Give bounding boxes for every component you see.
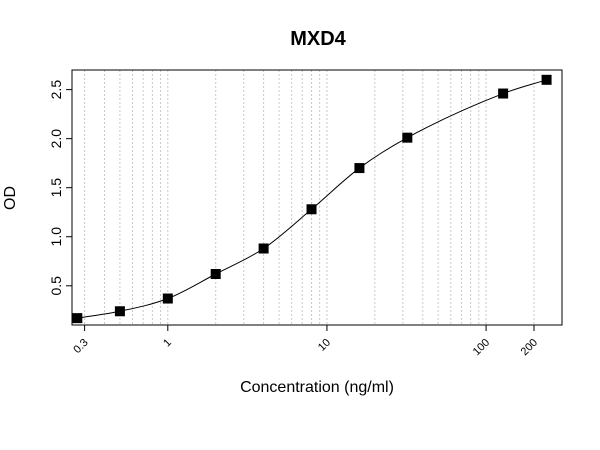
x-tick-label: 100 [471,337,492,358]
grid-lines [84,70,563,325]
x-tick-label: 200 [519,337,540,358]
x-tick-label: 10 [316,337,333,354]
y-tick-label: 2.0 [48,129,64,149]
x-tick-label: 0.3 [71,337,90,356]
y-tick-label: 1.0 [48,227,64,247]
data-point [306,204,317,215]
y-tick-label: 1.5 [48,178,64,198]
data-point [498,88,509,99]
y-axis: 0.5 1.0 1.5 2.0 2.5 [48,80,72,296]
chart-title: MXD4 [290,28,346,50]
data-point [258,243,269,254]
data-point [162,293,173,304]
fit-curve [77,79,547,319]
data-point [402,132,413,143]
data-point [114,306,125,317]
data-point [210,269,221,279]
y-tick-label: 2.5 [48,80,64,100]
y-tick-label: 0.5 [48,276,64,296]
x-tick-label: 1 [161,337,174,350]
data-point [72,313,83,324]
data-point [354,163,365,174]
y-axis-label: OD [2,186,19,210]
data-point [541,74,552,85]
plot-frame [71,69,563,326]
data-points [72,74,552,324]
x-axis: 0.3 1 10 100 200 [71,325,540,358]
x-axis-label: Concentration (ng/ml) [240,379,394,396]
